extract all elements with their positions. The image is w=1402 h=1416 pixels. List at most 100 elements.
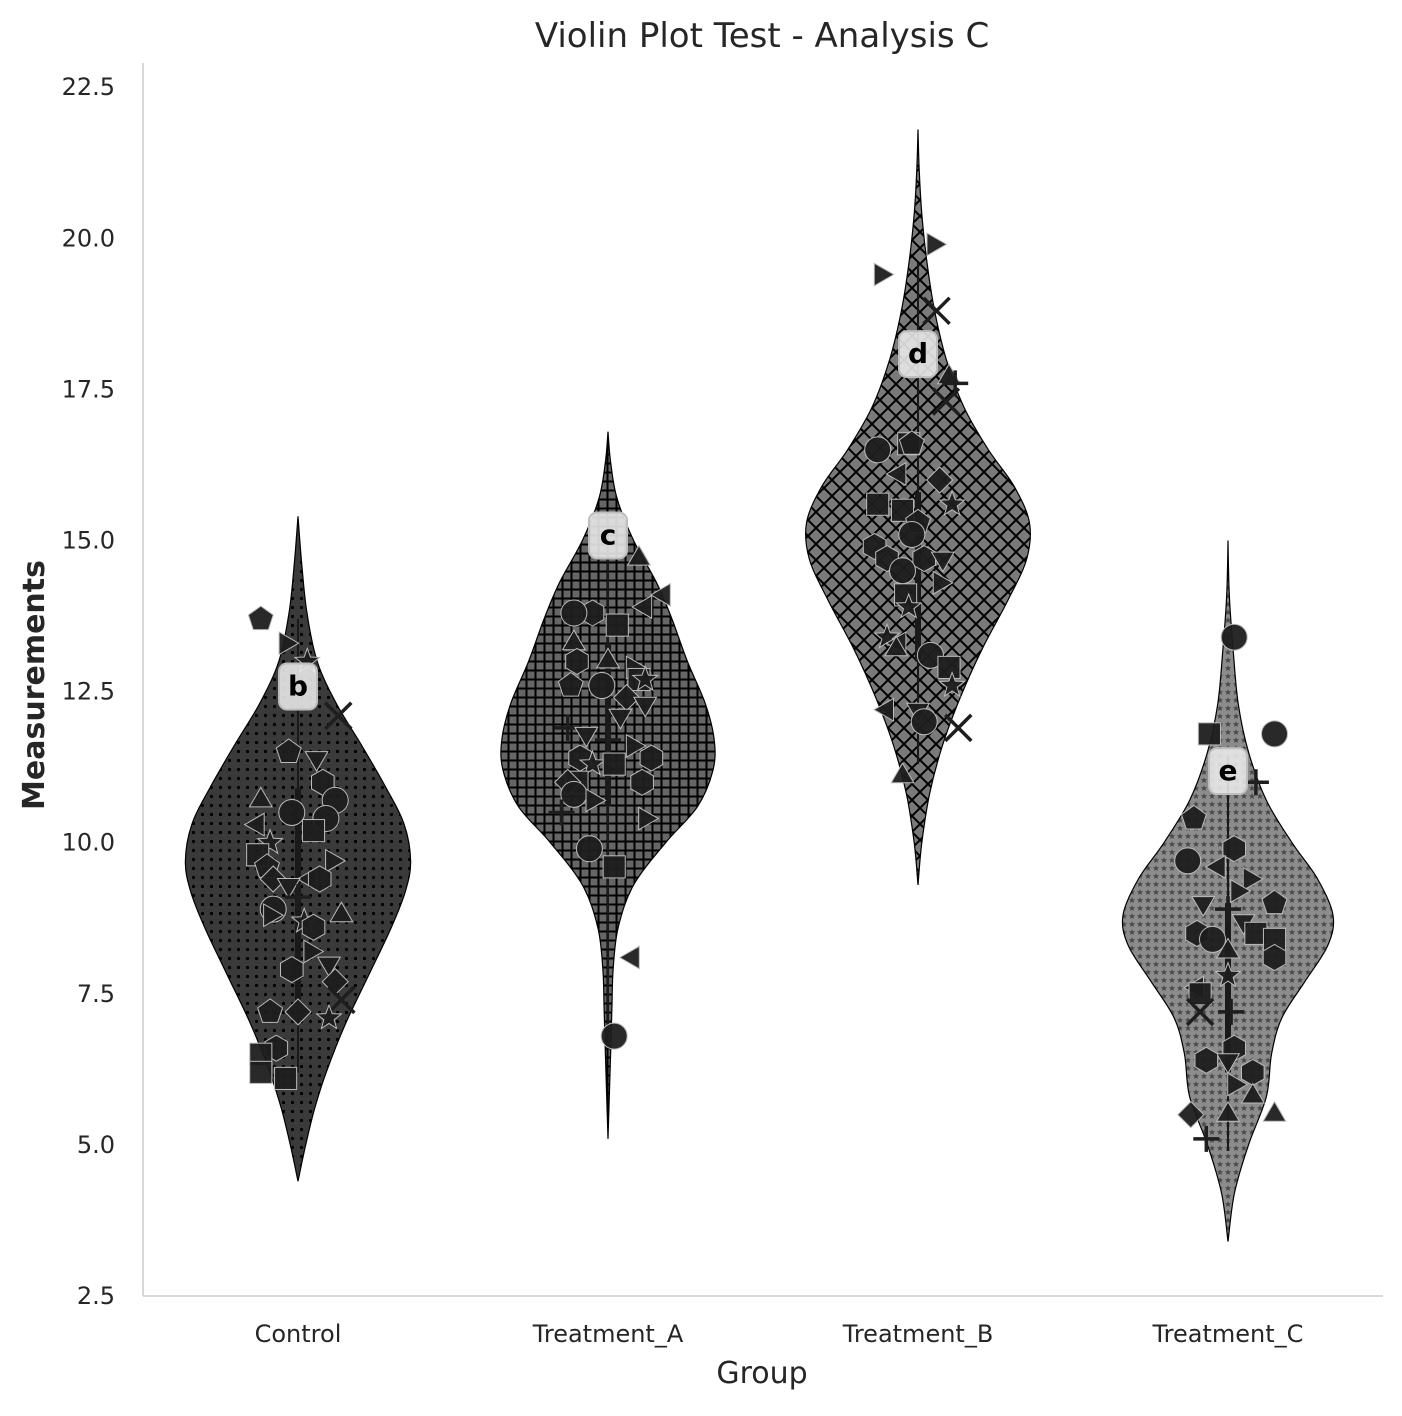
data-point-x [944, 713, 973, 743]
y-tick-label: 7.5 [77, 980, 115, 1008]
data-point-circle [898, 520, 926, 548]
data-point-plus [595, 726, 621, 753]
data-point-hexagon [1194, 1046, 1219, 1074]
data-point-diamond [925, 466, 954, 494]
y-tick-label: 22.5 [62, 73, 115, 101]
data-point-triangle-up [626, 544, 652, 566]
data-point-hexagon [630, 768, 654, 796]
data-point-pentagon [557, 671, 584, 697]
data-point-pentagon [257, 998, 284, 1023]
data-point-triangle-down [276, 878, 301, 899]
data-point-triangle-right [625, 733, 647, 759]
data-point-circle [910, 708, 938, 736]
data-point-circle [278, 798, 306, 826]
y-tick-label: 17.5 [62, 375, 115, 403]
data-point-hexagon [1241, 1058, 1265, 1086]
data-point-triangle-left [885, 461, 907, 487]
chart-title: Violin Plot Test - Analysis C [535, 16, 989, 56]
data-point-pentagon [1180, 804, 1207, 830]
data-point-plus [285, 884, 311, 911]
data-point-triangle-down [633, 696, 658, 718]
data-point-triangle-right [1227, 1072, 1249, 1097]
y-tick-label: 2.5 [77, 1282, 115, 1310]
data-point-circle [575, 835, 603, 863]
data-point-square [890, 498, 915, 522]
data-point-star [256, 828, 284, 855]
data-point-square [249, 1060, 273, 1084]
data-point-circle [1174, 847, 1202, 875]
data-point-circle [560, 599, 588, 627]
data-point-square [301, 819, 326, 843]
data-point-plus [1215, 896, 1241, 923]
group-letter-box [278, 662, 318, 711]
data-point-triangle-down [574, 726, 599, 748]
y-axis-ticks: 2.5 5.0 7.5 10.0 12.5 15.0 17.5 20.0 22.5 [62, 73, 115, 1310]
data-point-triangle-down [608, 708, 633, 730]
data-point-triangle-right [263, 903, 285, 928]
y-axis-label: Measurements [17, 560, 52, 810]
data-point-triangle-right [303, 939, 325, 964]
data-point-hexagon [639, 744, 664, 772]
data-point-triangle-right [926, 232, 948, 257]
data-point-square [937, 655, 961, 679]
data-point-triangle-left [631, 594, 653, 620]
data-point-circle [600, 1022, 628, 1050]
data-point-x [931, 387, 961, 416]
x-tick-label: Treatment_A [532, 1320, 684, 1348]
group-letter-label: b [288, 670, 308, 703]
data-point-triangle-left [872, 697, 894, 722]
data-point-triangle-up [1215, 1100, 1241, 1122]
data-point-triangle-right [585, 788, 607, 813]
group-letter-labels: b c d e [278, 330, 1248, 796]
data-point-star [578, 749, 607, 776]
data-point-star [315, 1003, 343, 1030]
y-tick-label: 12.5 [62, 678, 115, 706]
data-point-star [894, 592, 923, 619]
data-point-triangle-right [873, 262, 895, 287]
data-point-hexagon [280, 956, 304, 984]
data-point-diamond [259, 865, 287, 893]
data-point-star [1214, 961, 1242, 988]
data-point-circle [560, 780, 588, 808]
data-point-square [1188, 982, 1212, 1006]
group-letter-box [588, 511, 628, 560]
data-point-circle [864, 436, 892, 464]
y-tick-label: 20.0 [62, 224, 115, 252]
data-point-plus [1218, 998, 1245, 1025]
x-axis-ticks: Control Treatment_A Treatment_B Treatment_C [255, 1320, 1304, 1348]
data-point-hexagon [301, 913, 326, 941]
data-point-triangle-down [1215, 1053, 1241, 1075]
data-point-hexagon [307, 865, 332, 893]
x-tick-label: Control [255, 1320, 342, 1348]
data-point-triangle-left [243, 812, 265, 837]
data-point-circle [889, 557, 916, 585]
data-point-hexagon [1262, 943, 1287, 972]
data-point-triangle-left [618, 945, 640, 970]
data-point-star [938, 671, 966, 698]
data-point-triangle-left [649, 582, 671, 607]
data-point-pentagon [275, 738, 302, 763]
data-point-triangle-up [1240, 1082, 1265, 1104]
group-letter-label: d [908, 337, 928, 370]
data-point-triangle-left [1204, 854, 1226, 879]
data-point-x [922, 296, 951, 326]
data-point-x [327, 985, 356, 1015]
data-point-circle [916, 641, 944, 669]
data-point-pentagon [898, 430, 925, 455]
data-point-triangle-up [329, 901, 354, 923]
data-point-pentagon [1261, 889, 1288, 915]
points-layer [243, 232, 1288, 1152]
data-point-triangle-right [278, 631, 300, 656]
y-tick-label: 10.0 [62, 829, 115, 857]
data-point-triangle-up [595, 647, 621, 669]
group-letter-label: c [600, 518, 617, 551]
data-point-plus [548, 799, 575, 826]
y-tick-label: 5.0 [77, 1131, 115, 1159]
data-point-triangle-up [1262, 1100, 1287, 1122]
data-point-hexagon [1222, 835, 1246, 863]
data-point-square [602, 752, 626, 776]
data-point-triangle-right [325, 848, 347, 873]
data-point-circle [1261, 720, 1288, 748]
